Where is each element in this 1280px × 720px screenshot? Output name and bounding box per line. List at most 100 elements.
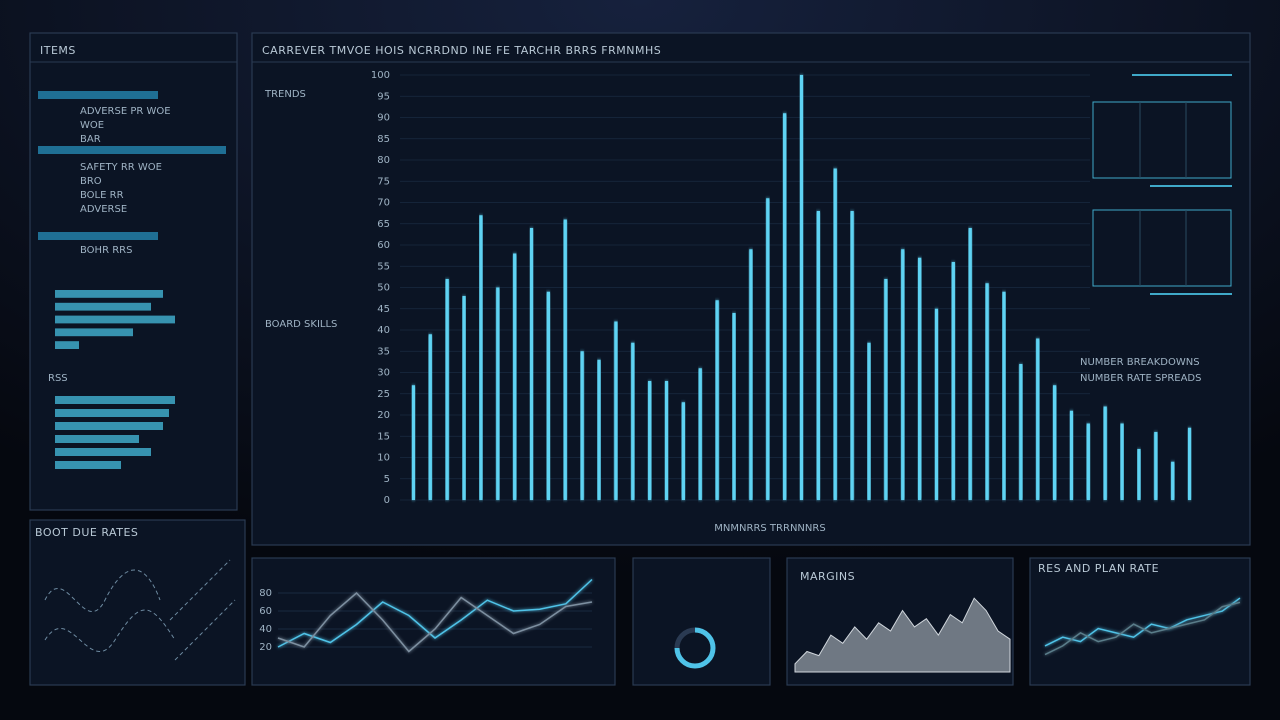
- bar: [934, 308, 939, 500]
- bar: [1019, 364, 1023, 500]
- bar: [867, 342, 871, 500]
- bar: [462, 296, 466, 500]
- y-tick-label: 100: [371, 70, 390, 81]
- y-tick-label: 85: [377, 134, 390, 145]
- meter: [55, 448, 151, 456]
- bar: [783, 113, 787, 500]
- panel-title: MARGINS: [800, 570, 855, 583]
- bar: [985, 283, 989, 500]
- y-tick-label: 60: [377, 240, 390, 251]
- bar: [580, 351, 584, 500]
- bar: [766, 198, 770, 500]
- bar: [1086, 423, 1090, 500]
- sidebar-row: ADVERSE: [80, 204, 127, 215]
- sidebar-row: BAR: [80, 134, 101, 145]
- sidebar-row: WOE: [80, 120, 104, 131]
- y-tick-label: 30: [377, 368, 390, 379]
- meter: [55, 409, 169, 417]
- bar: [1154, 432, 1158, 500]
- bar: [1069, 410, 1074, 500]
- info-box: [1092, 209, 1232, 287]
- line-series: [277, 578, 593, 648]
- bar: [513, 253, 517, 500]
- sidebar-title: ITEMS: [40, 44, 76, 57]
- y-tick-label: 0: [384, 495, 390, 506]
- y-tick-label: 20: [377, 410, 390, 421]
- y-tick-label: 80: [377, 155, 390, 166]
- bar: [529, 228, 534, 500]
- label: TRENDS: [264, 89, 306, 100]
- bar: [563, 219, 567, 500]
- sidebar-row: ADVERSE PR WOE: [80, 106, 171, 117]
- y-tick-label: 65: [377, 219, 390, 230]
- bar: [1120, 423, 1124, 500]
- panel-title: RES AND PLAN RATE: [1038, 562, 1159, 575]
- bar: [445, 279, 449, 500]
- y-tick-label: 95: [377, 91, 390, 102]
- y-tick-label: 5: [384, 474, 390, 485]
- row-highlight: [38, 146, 226, 154]
- meter: [55, 302, 151, 311]
- bar: [884, 279, 888, 500]
- bar: [1103, 406, 1107, 500]
- bar: [749, 249, 753, 500]
- bar: [698, 368, 702, 500]
- y-tick-label: 70: [377, 198, 390, 209]
- row-highlight: [38, 91, 158, 99]
- sidebar-row: BOLE RR: [80, 190, 124, 201]
- bar: [732, 313, 736, 500]
- bar: [1187, 427, 1192, 500]
- label: NUMBER RATE SPREADS: [1080, 373, 1201, 384]
- bar: [968, 228, 972, 500]
- line-series: [1044, 601, 1241, 656]
- x-axis-label: MNMNRRS TRRNNNRS: [714, 523, 825, 534]
- y-tick-label: 40: [377, 325, 390, 336]
- line-panel: [251, 557, 616, 686]
- meter: [55, 396, 175, 404]
- y-tick-label: 90: [377, 113, 390, 124]
- y-tick-label: 75: [377, 176, 390, 187]
- line-series: [1044, 597, 1241, 647]
- gauge-arc: [674, 627, 716, 669]
- y-tick-label: 40: [259, 624, 272, 635]
- bar: [1171, 461, 1175, 500]
- label: NUMBER BREAKDOWNS: [1080, 357, 1200, 368]
- bar: [614, 321, 618, 500]
- meter: [55, 461, 121, 469]
- meter: [55, 422, 163, 430]
- bar: [1002, 291, 1006, 500]
- meter: [55, 315, 175, 324]
- y-tick-label: 80: [259, 588, 272, 599]
- label: BOARD SKILLS: [265, 319, 337, 330]
- meter: [55, 341, 79, 349]
- sidebar-panel: [29, 32, 238, 511]
- panel-title: BOOT DUE RATES: [35, 526, 138, 539]
- bar: [597, 359, 601, 500]
- bar: [1036, 338, 1040, 500]
- bar: [1052, 385, 1057, 500]
- bar: [715, 300, 719, 500]
- y-tick-label: 60: [259, 606, 272, 617]
- y-tick-label: 35: [377, 346, 390, 357]
- sidebar-row: BRO: [80, 176, 102, 187]
- bar: [546, 291, 551, 500]
- sidebar-row: BOHR RRS: [80, 245, 132, 256]
- bar: [951, 262, 955, 500]
- y-tick-label: 10: [377, 453, 390, 464]
- bar: [816, 211, 820, 500]
- bar: [681, 402, 685, 500]
- bar: [631, 342, 635, 500]
- info-box: [1092, 101, 1232, 179]
- bar: [799, 75, 804, 500]
- bar: [901, 249, 905, 500]
- meter: [55, 328, 133, 337]
- area: [794, 597, 1011, 673]
- bar: [1137, 449, 1141, 500]
- meter: [55, 435, 139, 443]
- main-title: CARREVER TMVOE HOIS NCRRDND INE FE TARCH…: [262, 44, 661, 57]
- line-series: [277, 591, 593, 653]
- meter: [55, 290, 163, 298]
- sidebar-row: SAFETY RR WOE: [80, 162, 162, 173]
